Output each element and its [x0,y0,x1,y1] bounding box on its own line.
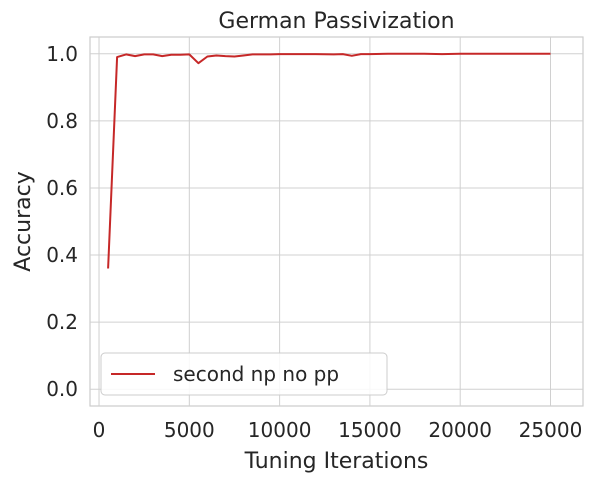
series-line [107,52,551,269]
x-tick-label: 25000 [519,418,583,442]
y-tick-label: 0.8 [46,109,78,133]
series-layer [107,52,551,269]
y-tick-label: 1.0 [46,42,78,66]
y-tick-label: 0.4 [46,243,78,267]
legend: second np no pp [100,352,388,396]
y-tick-label: 0.0 [46,377,78,401]
x-tick-label: 5000 [164,418,215,442]
grid [90,37,583,406]
legend-label: second np no pp [173,362,339,386]
y-tick-label: 0.2 [46,310,78,334]
chart-title: German Passivization [218,9,454,34]
x-tick-label: 0 [93,418,106,442]
x-tick-label: 10000 [248,418,312,442]
y-tick-label: 0.6 [46,176,78,200]
x-tick-label: 20000 [428,418,492,442]
tick-labels: 0 5000 10000 15000 20000 25000 0.0 0.2 0.4 0.6 0.8… [46,42,582,442]
legend-box [100,352,388,396]
x-tick-label: 15000 [338,418,402,442]
plot-area [89,36,584,407]
y-axis-title: Accuracy [11,171,36,271]
x-axis-title: Tuning Iterations [244,449,429,474]
